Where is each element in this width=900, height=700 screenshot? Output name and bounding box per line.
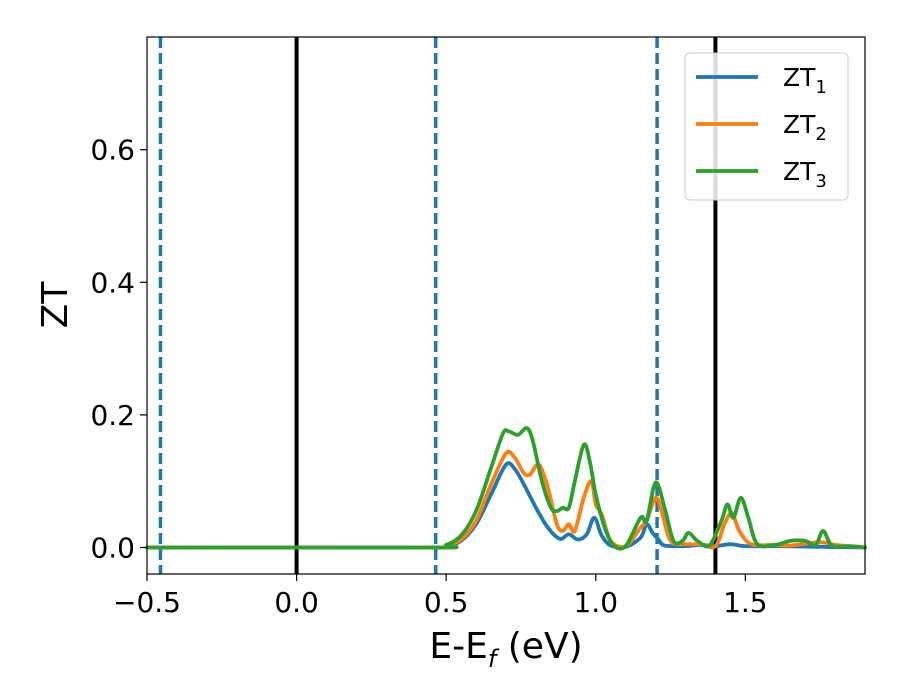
y-axis-ticks: 0.0 0.2 0.4 0.6 (90, 134, 147, 564)
x-tick-label: 0.5 (424, 586, 469, 619)
y-axis-label: ZT (35, 281, 76, 329)
series-line-zt1 (145, 461, 867, 550)
series-line-zt3 (145, 426, 867, 551)
y-tick-label: 0.6 (90, 134, 135, 167)
x-tick-label: 1.5 (723, 586, 768, 619)
x-tick-label: 1.0 (573, 586, 618, 619)
x-tick-label: −0.5 (113, 586, 181, 619)
vertical-reference-lines (158, 37, 718, 574)
plot-frame (146, 36, 866, 575)
series-lines (145, 426, 867, 551)
legend: ZT1 ZT2 ZT3 (684, 52, 849, 201)
legend-label-zt1: ZT1 (783, 63, 827, 98)
legend-box (684, 52, 849, 201)
x-axis-ticks: −0.5 0.0 0.5 1.0 1.5 (113, 574, 768, 619)
x-tick-label: 0.0 (274, 586, 319, 619)
x-axis-label: E-Ef (eV) (429, 626, 582, 673)
legend-label-zt3: ZT3 (783, 157, 827, 192)
y-tick-label: 0.2 (90, 399, 135, 432)
y-tick-label: 0.4 (90, 266, 135, 299)
legend-label-zt2: ZT2 (783, 110, 827, 145)
y-tick-label: 0.0 (90, 531, 135, 564)
